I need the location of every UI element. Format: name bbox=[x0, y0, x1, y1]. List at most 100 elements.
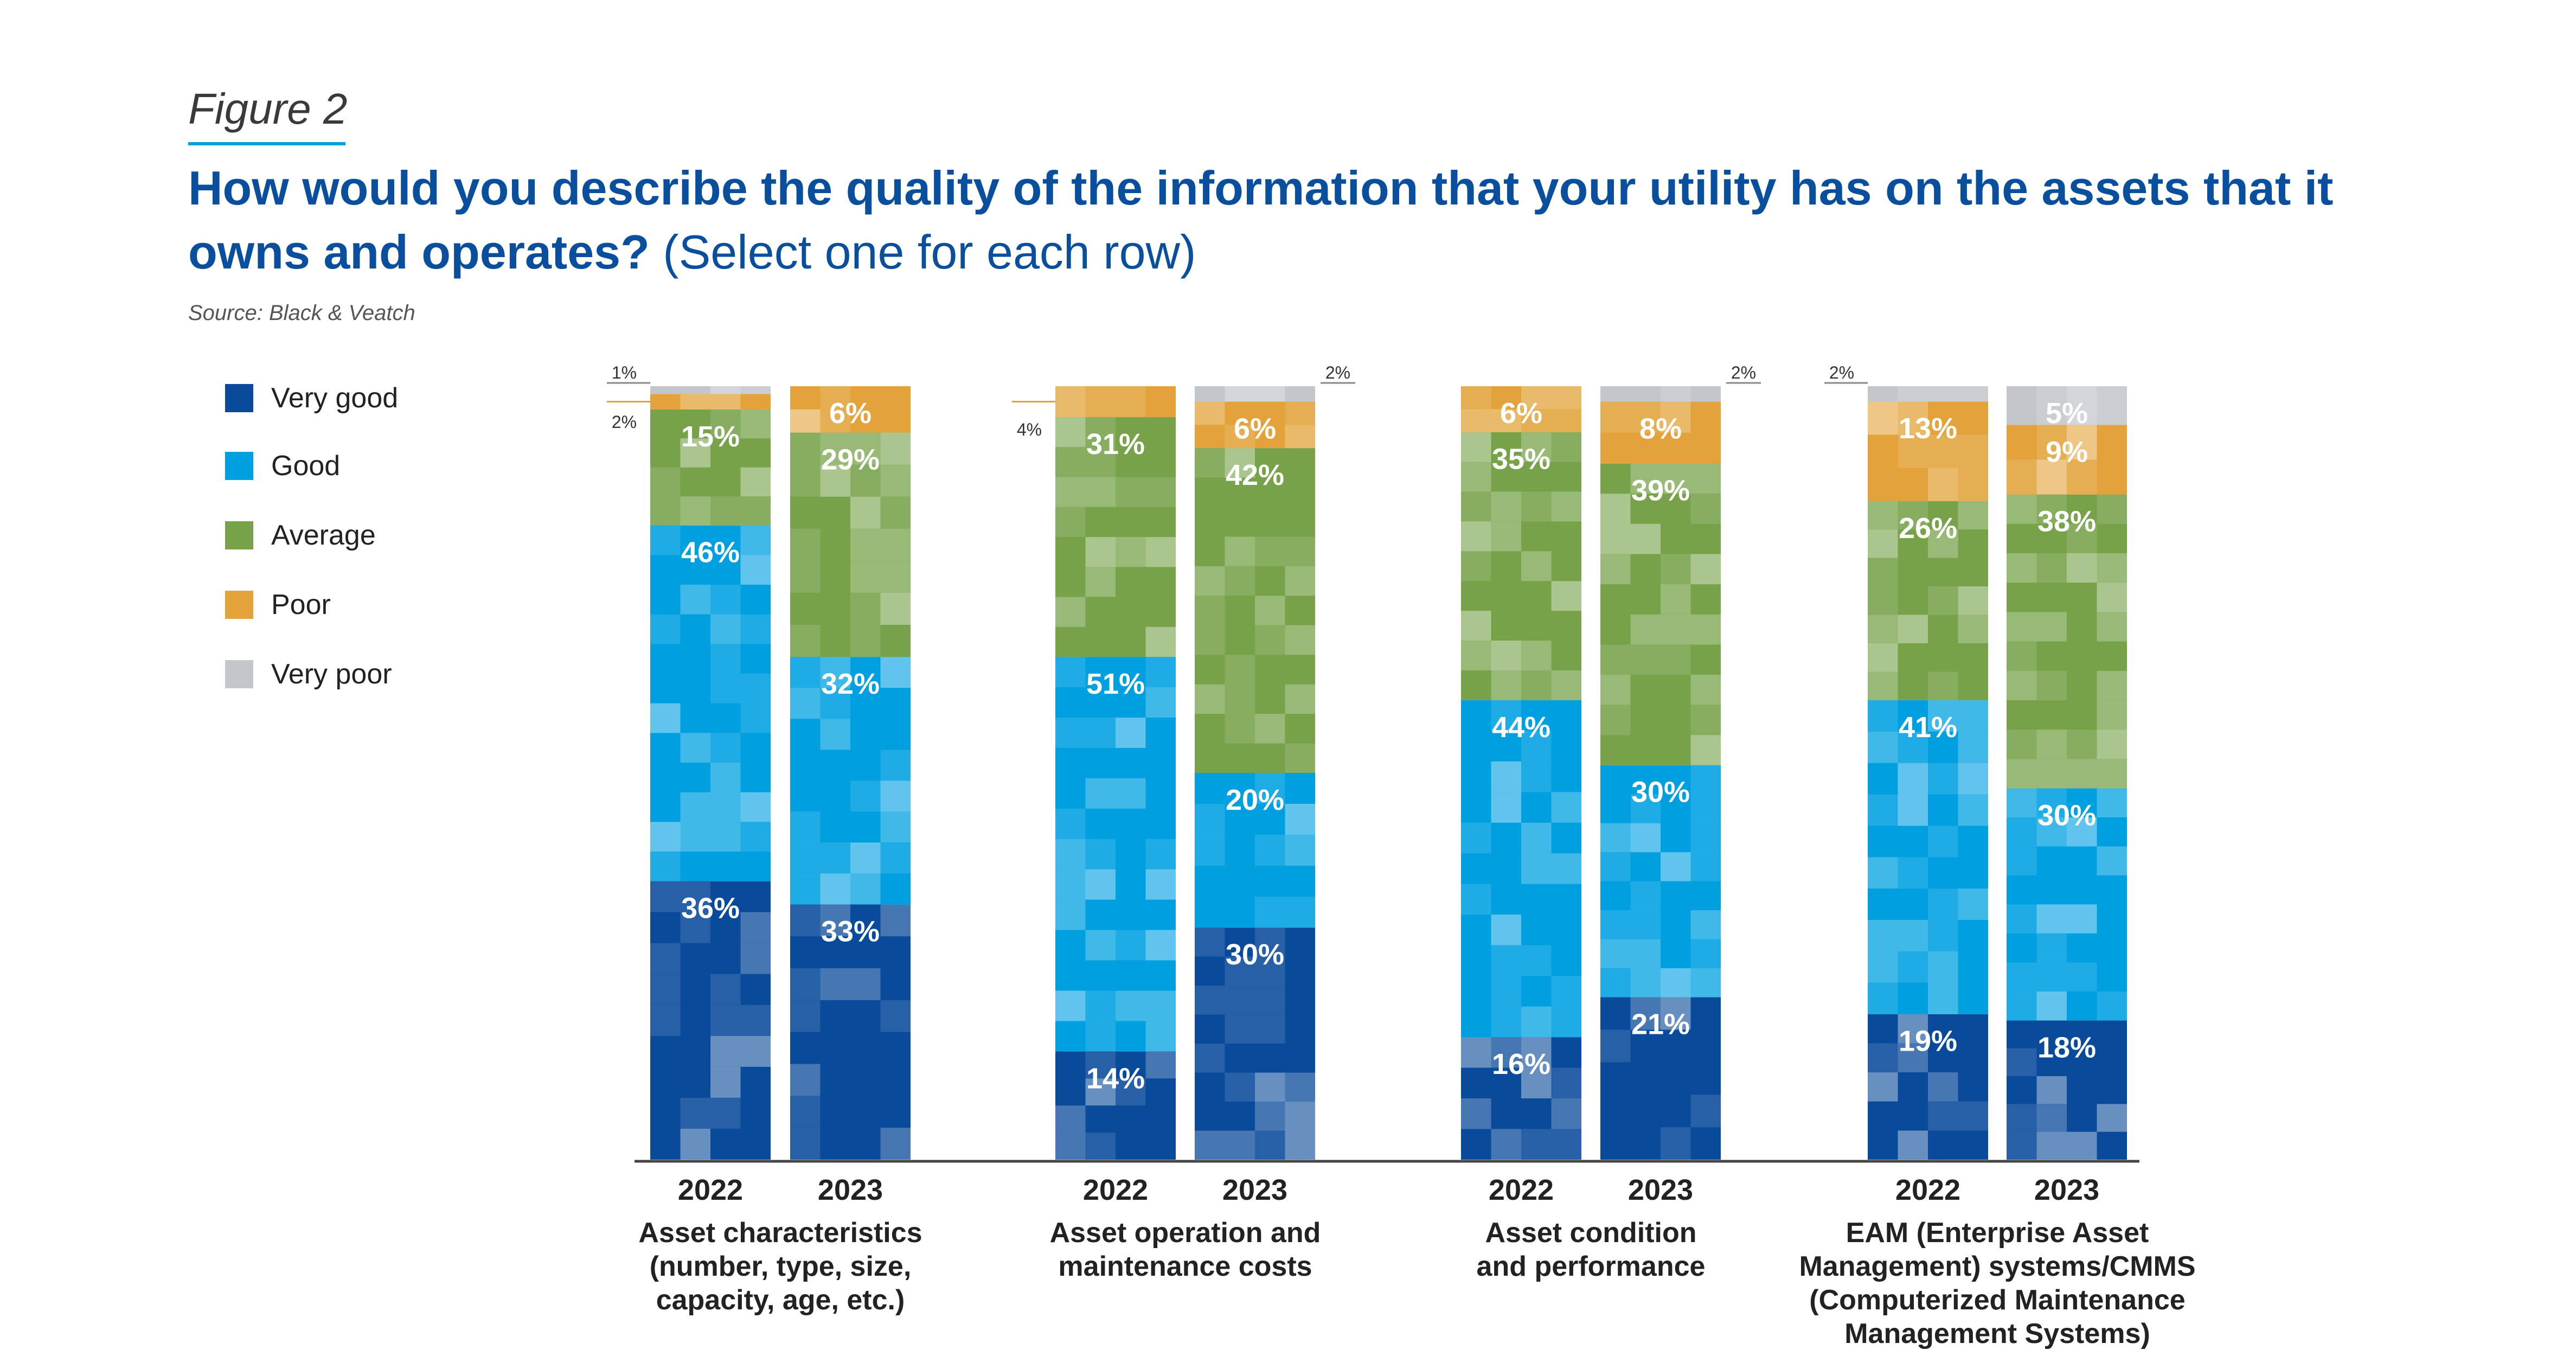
texture-tile bbox=[1600, 1029, 1631, 1063]
texture-tile bbox=[1285, 684, 1315, 714]
texture-tile bbox=[850, 592, 881, 625]
legend-label-poor: Poor bbox=[271, 589, 331, 621]
texture-tile bbox=[1521, 491, 1552, 522]
texture-tile bbox=[1868, 643, 1898, 672]
texture-tile bbox=[2036, 759, 2067, 789]
figure-label: Figure 2 bbox=[188, 85, 348, 133]
data-label: 6% bbox=[1500, 397, 1542, 430]
texture-tile bbox=[1055, 1105, 1086, 1133]
texture-tile bbox=[1898, 951, 1928, 983]
legend-swatch-very-good bbox=[225, 384, 253, 412]
segment-very-good: 30% bbox=[1195, 928, 1315, 1160]
texture-tile bbox=[1521, 386, 1552, 410]
texture-tile bbox=[1958, 386, 1988, 402]
texture-tile bbox=[820, 904, 850, 937]
data-label: 44% bbox=[1492, 711, 1550, 744]
texture-tile bbox=[2036, 553, 2067, 583]
texture-tile bbox=[1600, 968, 1631, 997]
texture-tile bbox=[2007, 1104, 2037, 1132]
year-tick-label: 2022 bbox=[1489, 1174, 1554, 1206]
texture-tile bbox=[880, 811, 911, 843]
texture-tile bbox=[1491, 521, 1521, 552]
texture-tile bbox=[790, 528, 821, 561]
texture-tile bbox=[1255, 1014, 1285, 1044]
texture-tile bbox=[1958, 501, 1988, 530]
texture-tile bbox=[2067, 904, 2097, 933]
texture-tile bbox=[1195, 986, 1225, 1015]
texture-tile bbox=[1491, 1006, 1521, 1038]
texture-tile bbox=[1630, 523, 1661, 554]
texture-tile bbox=[1551, 581, 1581, 611]
texture-tile bbox=[1868, 401, 1898, 435]
texture-tile bbox=[1600, 939, 1631, 969]
texture-tile bbox=[1630, 614, 1661, 645]
data-label: 18% bbox=[2037, 1031, 2096, 1064]
texture-tile bbox=[1491, 976, 1521, 1007]
texture-tile bbox=[1898, 434, 1928, 468]
texture-tile bbox=[1868, 1043, 1898, 1073]
texture-tile bbox=[790, 464, 821, 497]
texture-tile bbox=[740, 409, 771, 439]
texture-tile bbox=[2097, 583, 2127, 612]
texture-tile bbox=[1551, 409, 1581, 432]
texture-tile bbox=[820, 386, 850, 410]
texture-tile bbox=[1461, 822, 1491, 854]
texture-tile bbox=[1116, 930, 1146, 961]
texture-tile bbox=[820, 657, 850, 688]
texture-tile bbox=[1898, 794, 1928, 826]
texture-tile bbox=[2007, 904, 2037, 933]
texture-tile bbox=[710, 1097, 741, 1129]
texture-tile bbox=[1085, 477, 1116, 507]
texture-tile bbox=[740, 386, 771, 394]
texture-tile bbox=[2007, 962, 2037, 992]
texture-tile bbox=[1116, 386, 1146, 418]
texture-tile bbox=[790, 1064, 821, 1096]
category-label-line: maintenance costs bbox=[1058, 1251, 1312, 1282]
segment-good: 32% bbox=[790, 657, 911, 905]
texture-tile bbox=[740, 703, 771, 733]
texture-tile bbox=[1225, 1014, 1255, 1044]
texture-tile bbox=[1285, 1102, 1315, 1131]
texture-tile bbox=[2007, 670, 2037, 700]
texture-tile bbox=[1600, 401, 1631, 433]
texture-tile bbox=[880, 592, 911, 625]
texture-tile bbox=[1521, 670, 1552, 700]
texture-tile bbox=[1225, 386, 1255, 402]
texture-tile bbox=[1661, 401, 1691, 433]
texture-tile bbox=[1521, 853, 1552, 884]
bar-2-2023: 30% 20% 42% 6% 2% bbox=[1195, 363, 1355, 1160]
legend-swatch-poor bbox=[225, 591, 253, 619]
texture-tile bbox=[740, 1035, 771, 1067]
texture-tile bbox=[1630, 463, 1661, 494]
data-label: 39% bbox=[1631, 475, 1690, 507]
texture-tile bbox=[680, 881, 710, 912]
texture-tile bbox=[1145, 477, 1176, 507]
texture-tile bbox=[1055, 447, 1086, 477]
texture-tile bbox=[1521, 1129, 1552, 1160]
texture-tile bbox=[1116, 717, 1146, 748]
texture-tile bbox=[1630, 968, 1661, 997]
texture-tile bbox=[1551, 853, 1581, 884]
texture-tile bbox=[850, 625, 881, 657]
texture-tile bbox=[1600, 910, 1631, 939]
texture-tile bbox=[650, 822, 681, 852]
segment-good: 30% bbox=[2007, 788, 2127, 1021]
texture-tile bbox=[2097, 700, 2127, 730]
texture-tile bbox=[2036, 612, 2067, 642]
texture-tile bbox=[1255, 1102, 1285, 1131]
segment-good: 41% bbox=[1868, 700, 1988, 1014]
texture-tile bbox=[2067, 730, 2097, 759]
texture-tile bbox=[1055, 657, 1086, 688]
texture-tile bbox=[1661, 584, 1691, 615]
texture-tile bbox=[650, 851, 681, 881]
texture-tile bbox=[1195, 684, 1225, 714]
texture-tile bbox=[1116, 1078, 1146, 1106]
texture-tile bbox=[710, 733, 741, 763]
texture-tile bbox=[710, 762, 741, 792]
year-tick-label: 2023 bbox=[1628, 1174, 1693, 1206]
texture-tile bbox=[1928, 982, 1958, 1014]
texture-tile bbox=[1868, 615, 1898, 643]
texture-tile bbox=[1085, 1051, 1116, 1079]
texture-tile bbox=[1255, 956, 1285, 986]
